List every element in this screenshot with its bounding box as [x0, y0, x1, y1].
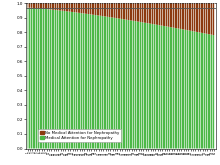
Legend: No Medical Attention for Nephropathy, Medical Attention for Nephropathy: No Medical Attention for Nephropathy, Me…	[38, 129, 121, 142]
